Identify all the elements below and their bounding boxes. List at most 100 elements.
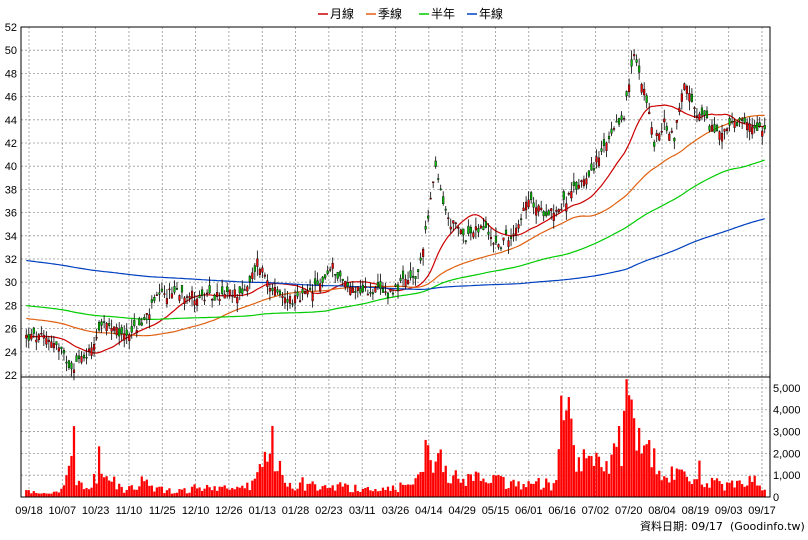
candle-body (693, 107, 696, 109)
candle-body (201, 289, 204, 296)
candle-body (75, 355, 78, 362)
volume-bar (155, 487, 159, 497)
volume-bar (200, 490, 204, 497)
volume-bar (75, 485, 78, 497)
candle-body (105, 322, 108, 332)
candle-body (70, 362, 73, 370)
volume-bar (517, 481, 520, 497)
candle-body (492, 243, 495, 245)
volume-bar (241, 485, 244, 497)
candle-body (733, 120, 736, 128)
candle-body (223, 294, 226, 299)
volume-bar (683, 471, 686, 497)
candle-body (329, 269, 332, 271)
volume-bar (492, 475, 495, 497)
volume-bar (123, 492, 126, 497)
volume-bar (602, 471, 606, 497)
volume-bar (555, 480, 558, 497)
volume-plot-frame (20, 376, 771, 498)
candle-body (160, 288, 163, 292)
candle-body (273, 287, 277, 296)
volume-bar (32, 491, 35, 497)
candle-body (92, 343, 96, 351)
candle-body (251, 272, 254, 279)
candle-body (271, 287, 274, 292)
volume-bar (203, 488, 206, 497)
volume-bar (557, 449, 560, 497)
volume-bar (512, 479, 515, 497)
candle-body (504, 229, 508, 235)
candle-body (87, 348, 91, 352)
candle-body (645, 95, 648, 103)
candle-body (527, 199, 530, 208)
candle-body (472, 232, 475, 238)
volume-bar (713, 480, 716, 497)
volume-bar (710, 477, 714, 497)
volume-bar (313, 484, 317, 497)
candle-body (560, 209, 563, 211)
volume-bar (607, 473, 611, 497)
volume-bar (233, 489, 236, 497)
volume-bar (384, 490, 387, 497)
candle-body (246, 286, 249, 292)
volume-bar (351, 492, 354, 497)
volume-bar (645, 444, 648, 497)
candle-body (85, 357, 88, 359)
candle-body (447, 217, 450, 219)
volume-bar (190, 486, 194, 497)
volume-bar (90, 487, 93, 497)
volume-bar (635, 450, 638, 497)
volume-bar (738, 480, 741, 497)
volume-bar (474, 471, 478, 497)
volume-bar (494, 475, 498, 497)
volume-bar (82, 489, 86, 497)
volume-bar (35, 492, 38, 497)
candle-body (567, 193, 570, 195)
candle-body (462, 228, 465, 236)
volume-bar (344, 483, 347, 497)
candle-body (140, 322, 143, 326)
candle-body (379, 281, 382, 290)
candle-body (45, 337, 48, 345)
candle-body (482, 226, 485, 231)
volume-bar (130, 485, 133, 497)
price-tick-label: 34 (5, 231, 17, 243)
volume-bar (401, 484, 405, 497)
volume-bar (306, 483, 309, 497)
volume-bar (625, 379, 628, 497)
volume-bar (685, 476, 689, 497)
candle-body (617, 118, 621, 125)
candle-body (668, 133, 671, 141)
source-link[interactable]: (Goodinfo.tw) (730, 520, 805, 533)
candle-body (582, 179, 585, 187)
volume-bar (514, 486, 518, 497)
candle-body (301, 289, 304, 294)
volume-bar (72, 426, 76, 497)
candle-body (178, 295, 181, 301)
candle-body (557, 209, 560, 213)
data-date: 資料日期: 09/17 (640, 519, 723, 533)
volume-bar (565, 410, 568, 497)
volume-bar (660, 480, 663, 497)
volume-bar (499, 476, 503, 497)
candle-body (356, 286, 359, 291)
volume-bar (698, 460, 701, 497)
volume-bar (92, 473, 96, 497)
candle-body (751, 126, 754, 135)
candle-body (600, 148, 603, 152)
volume-bar (273, 471, 277, 497)
candle-body (675, 120, 678, 123)
volume-bar (221, 486, 224, 497)
volume-bar (467, 474, 470, 497)
candle-body (663, 118, 666, 123)
candle-body (253, 265, 256, 272)
candle-body (241, 288, 244, 294)
volume-bar (381, 487, 385, 497)
volume-bar (311, 481, 314, 497)
candle-body (479, 225, 482, 229)
candle-body (351, 287, 354, 293)
volume-bar (281, 475, 284, 497)
candle-body (168, 288, 171, 291)
volume-bar (761, 490, 764, 497)
volume-bar (545, 478, 548, 497)
